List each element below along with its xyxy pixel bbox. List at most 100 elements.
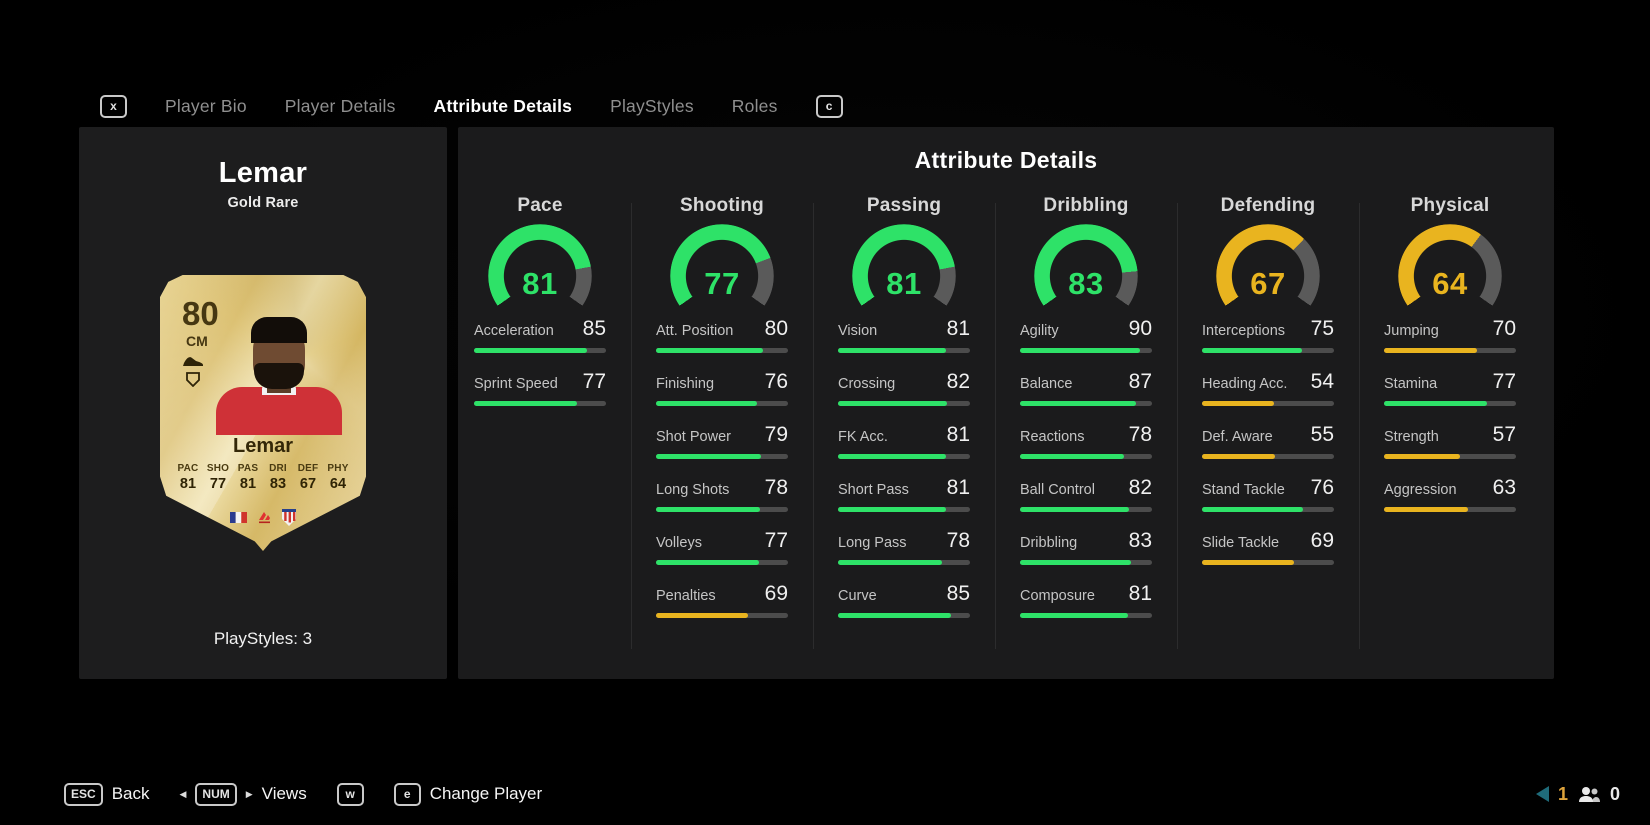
stat-label: Strength	[1384, 429, 1439, 445]
stat-value: 77	[764, 529, 788, 552]
category-column-shooting: Shooting 77 Att. Position 80 Finishing 76 Shot…	[647, 195, 797, 635]
footer-status: 1 0	[1535, 783, 1620, 805]
card-stat-phy: PHY 64	[323, 463, 353, 492]
card-stat-pac: PAC 81	[173, 463, 203, 492]
stat-bar-fill	[1020, 560, 1131, 565]
stat-value: 82	[1128, 476, 1152, 499]
tab-cycle-right-key[interactable]: c	[815, 94, 843, 118]
stat-row: Volleys 77	[656, 529, 788, 565]
tab-player-bio[interactable]: Player Bio	[165, 95, 247, 116]
stat-bar-fill	[656, 560, 759, 565]
category-title: Shooting	[680, 195, 764, 216]
card-stats-row: PAC 81 SHO 77 PAS 81 DRI 83 DEF 67 PHY 64	[173, 463, 353, 492]
stat-bar-fill	[656, 401, 758, 406]
stat-bar-fill	[1020, 348, 1140, 353]
stat-bar	[1202, 401, 1334, 406]
stat-value: 77	[582, 370, 606, 393]
card-stat-sho: SHO 77	[203, 463, 233, 492]
stat-bar	[838, 507, 970, 512]
num-key: NUM	[195, 782, 237, 806]
stat-value: 69	[1310, 529, 1334, 552]
back-hint[interactable]: ESC Back	[64, 782, 149, 806]
tab-cycle-left-key[interactable]: x	[100, 94, 127, 118]
card-side-icons	[182, 355, 204, 387]
stat-row: Def. Aware 55	[1202, 423, 1334, 459]
stat-label: Balance	[1020, 376, 1073, 392]
playstyles-count: PlayStyles: 3	[213, 629, 313, 648]
stat-bar	[1384, 401, 1516, 406]
stat-row: Slide Tackle 69	[1202, 529, 1334, 565]
category-stats: Att. Position 80 Finishing 76 Shot Power 79 Lo…	[647, 317, 797, 618]
stat-value: 85	[582, 317, 606, 340]
stat-label: Agility	[1020, 323, 1059, 339]
change-player-hint[interactable]: e Change Player	[393, 782, 542, 806]
views-hint[interactable]: ◀ NUM ▶ Views	[179, 782, 307, 806]
notification-count: 1	[1557, 783, 1568, 804]
category-stats: Vision 81 Crossing 82 FK Acc. 81 Short Pass 81 L…	[829, 317, 979, 618]
stat-value: 81	[946, 423, 970, 446]
stat-bar-fill	[1202, 560, 1294, 565]
card-stat-value: 64	[329, 476, 347, 492]
card-stat-value: 81	[179, 476, 197, 492]
stat-bar-fill	[1202, 507, 1304, 512]
stat-label: Sprint Speed	[474, 376, 558, 392]
card-stat-def: DEF 67	[293, 463, 323, 492]
stat-label: Long Shots	[656, 482, 730, 498]
stat-bar-fill	[656, 348, 763, 353]
stat-bar	[1384, 348, 1516, 353]
w-key: w	[336, 782, 364, 806]
stat-label: Volleys	[656, 535, 702, 551]
stat-value: 54	[1310, 370, 1334, 393]
key-w-hint[interactable]: w	[336, 782, 364, 806]
stat-value: 87	[1128, 370, 1152, 393]
stat-bar	[838, 348, 970, 353]
stat-bar-fill	[656, 613, 748, 618]
stat-bar	[1020, 507, 1152, 512]
stat-row: Jumping 70	[1384, 317, 1516, 353]
passing-gauge: 81	[852, 224, 956, 328]
card-position: CM	[186, 333, 208, 349]
stat-bar	[474, 348, 606, 353]
stat-value: 82	[946, 370, 970, 393]
stat-label: Ball Control	[1020, 482, 1095, 498]
category-column-pace: Pace 81 Acceleration 85 Sprint Speed 77	[465, 195, 615, 423]
gauge-value: 81	[886, 266, 922, 301]
speaker-icon	[1535, 786, 1549, 802]
stat-bar-fill	[1384, 507, 1468, 512]
stat-bar-fill	[1384, 401, 1487, 406]
stat-bar	[474, 401, 606, 406]
category-stats: Agility 90 Balance 87 Reactions 78 Ball Contro…	[1011, 317, 1161, 618]
stat-row: Finishing 76	[656, 370, 788, 406]
tab-player-details[interactable]: Player Details	[284, 95, 396, 116]
stat-value: 81	[946, 317, 970, 340]
card-stat-label: DEF	[297, 463, 319, 474]
stat-value: 55	[1310, 423, 1334, 446]
shield-icon	[186, 372, 200, 387]
card-player-name: Lemar	[232, 435, 294, 457]
stat-bar-fill	[474, 348, 588, 353]
stat-bar	[838, 454, 970, 459]
stat-row: Penalties 69	[656, 582, 788, 618]
tab-attribute-details[interactable]: Attribute Details	[433, 95, 573, 116]
left-arrow-icon: ◀	[179, 788, 187, 799]
card-stat-label: SHO	[206, 463, 230, 474]
gauge-arc	[1216, 224, 1320, 328]
stat-row: Crossing 82	[838, 370, 970, 406]
stat-row: Vision 81	[838, 317, 970, 353]
stat-bar-fill	[1020, 401, 1137, 406]
tab-bar: x Player Bio Player Details Attribute Detai…	[100, 90, 843, 122]
stat-bar	[656, 401, 788, 406]
category-stats: Interceptions 75 Heading Acc. 54 Def. Aware 5…	[1193, 317, 1343, 565]
laliga-icon	[259, 512, 270, 524]
category-stats: Jumping 70 Stamina 77 Strength 57 Aggression 63	[1375, 317, 1525, 512]
player-name: Lemar	[218, 157, 308, 189]
category-column-dribbling: Dribbling 83 Agility 90 Balance 87 Reactions 78…	[1011, 195, 1161, 635]
stat-label: Stamina	[1384, 376, 1438, 392]
tab-playstyles[interactable]: PlayStyles	[610, 95, 694, 116]
stat-bar-fill	[838, 613, 952, 618]
stat-value: 76	[764, 370, 788, 393]
tab-roles[interactable]: Roles	[731, 95, 778, 116]
france-flag-icon	[230, 512, 247, 523]
stat-bar	[1020, 560, 1152, 565]
stat-label: FK Acc.	[838, 429, 888, 445]
